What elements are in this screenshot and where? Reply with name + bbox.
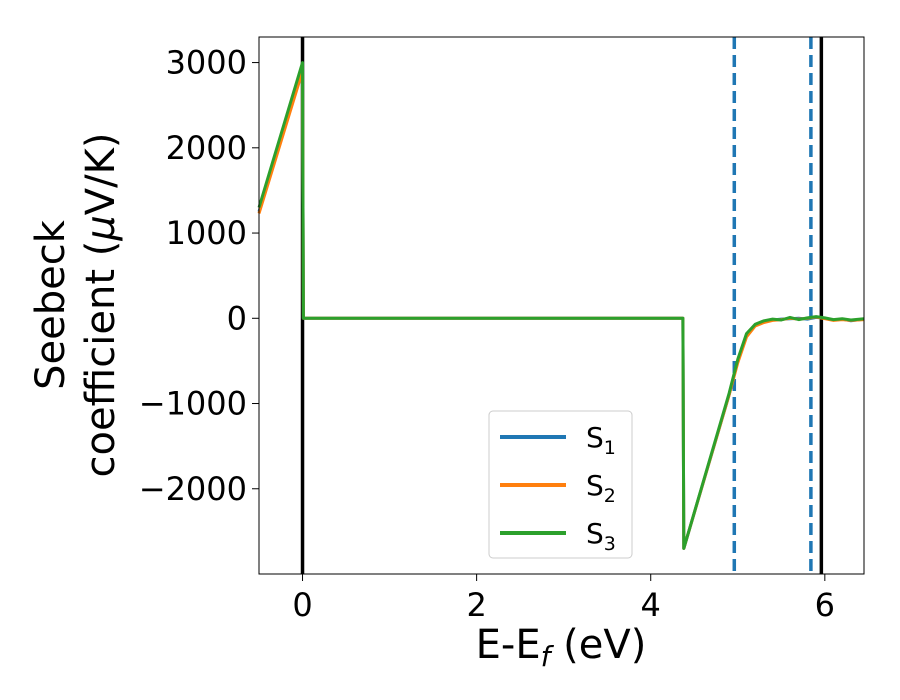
y-tick-label-3: 0 <box>227 299 247 337</box>
series-layer <box>257 61 865 550</box>
legend: S1 S2 S3 <box>488 410 633 559</box>
y-tick-label-0: 3000 <box>166 44 247 82</box>
plot-frame <box>258 36 865 575</box>
x-tick-label-1: 2 <box>466 586 486 624</box>
x-tick-label-0: 0 <box>292 586 312 624</box>
y-tick-label-5: −2000 <box>139 470 247 508</box>
legend-label-1: S1 <box>586 421 616 459</box>
legend-label-3: S3 <box>586 517 616 555</box>
y-tick-label-4: −1000 <box>139 385 247 423</box>
legend-label-2: S2 <box>586 469 616 507</box>
y-axis-label: Seebeck coefficient (μV/K) <box>28 133 124 478</box>
y-tick-label-1: 2000 <box>166 129 247 167</box>
y-axis-label-line2: coefficient (μV/K) <box>78 133 124 478</box>
x-axis-label: E-Ef (eV) <box>476 622 647 673</box>
y-axis-ticks: 3000 2000 1000 0 −1000 −2000 <box>139 44 259 508</box>
y-tick-label-2: 1000 <box>166 214 247 252</box>
x-axis-ticks: 0 2 4 6 <box>292 574 835 624</box>
series-line-3 <box>257 61 865 550</box>
x-tick-label-2: 4 <box>641 586 661 624</box>
y-axis-label-line1: Seebeck <box>28 219 74 390</box>
x-tick-label-3: 6 <box>815 586 835 624</box>
